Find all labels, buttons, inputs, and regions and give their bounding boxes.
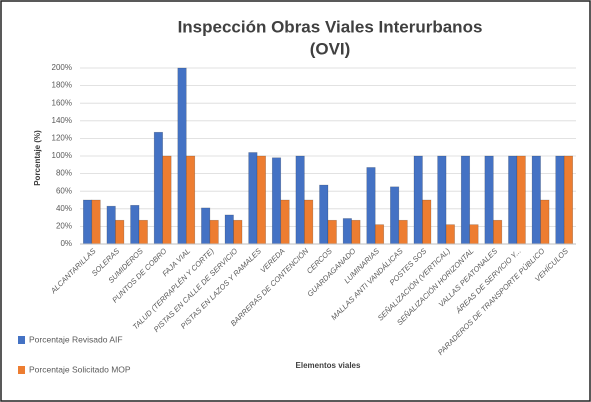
- legend-label: Porcentaje Revisado AIF: [29, 334, 123, 344]
- bar: [271, 157, 282, 245]
- bar: [351, 219, 361, 245]
- bar: [115, 219, 125, 245]
- bar: [342, 218, 352, 245]
- bar: [295, 155, 305, 245]
- bar: [201, 207, 211, 245]
- bar: [280, 199, 290, 245]
- bar: [138, 219, 148, 245]
- bar: [374, 224, 385, 245]
- y-axis-label: Porcentaje (%): [33, 130, 42, 186]
- bar: [540, 199, 550, 245]
- bar: [91, 199, 101, 245]
- legend-swatch: [18, 366, 25, 374]
- bar: [106, 205, 116, 245]
- y-tick-label: 140%: [52, 116, 72, 125]
- bar: [413, 155, 423, 245]
- bar: [516, 155, 526, 245]
- y-tick-label: 60%: [56, 186, 72, 195]
- bar: [366, 167, 376, 245]
- bar: [177, 67, 187, 245]
- bar: [233, 219, 243, 245]
- y-tick-label: 20%: [56, 222, 72, 231]
- bar: [445, 224, 455, 245]
- bar: [469, 224, 479, 245]
- y-tick-label: 160%: [52, 98, 72, 107]
- bar: [83, 199, 93, 245]
- bar: [493, 219, 503, 245]
- y-tick-label: 200%: [52, 63, 72, 72]
- y-tick-label: 180%: [52, 81, 72, 90]
- x-axis-label: Elementos viales: [296, 361, 361, 370]
- bar: [319, 184, 329, 245]
- bar: [563, 155, 573, 245]
- bar: [398, 219, 408, 245]
- y-tick-label: 0%: [60, 239, 72, 248]
- bar: [153, 131, 163, 245]
- legend-label: Porcentaje Solicitado MOP: [29, 364, 131, 374]
- y-tick-label: 80%: [56, 169, 72, 178]
- bar: [390, 186, 400, 245]
- legend-swatch: [18, 336, 25, 344]
- bar: [422, 199, 432, 245]
- bar: [224, 214, 234, 245]
- bar: [248, 152, 258, 245]
- bar: [484, 155, 494, 245]
- chart-title: (OVI): [310, 39, 351, 58]
- bar: [162, 155, 172, 245]
- y-tick-label: 120%: [52, 134, 72, 143]
- bar: [256, 155, 266, 245]
- y-tick-label: 100%: [52, 151, 72, 160]
- bar: [555, 155, 565, 245]
- bar: [437, 155, 447, 245]
- bar: [460, 155, 471, 245]
- bar: [508, 155, 518, 245]
- bar: [531, 155, 541, 245]
- bar: [130, 204, 140, 245]
- chart-title: Inspección Obras Viales Interurbanos: [178, 17, 483, 36]
- bar: [185, 155, 196, 245]
- y-tick-label: 40%: [56, 204, 72, 213]
- bar: [327, 219, 337, 245]
- bar: [209, 219, 219, 245]
- bar: [304, 199, 314, 245]
